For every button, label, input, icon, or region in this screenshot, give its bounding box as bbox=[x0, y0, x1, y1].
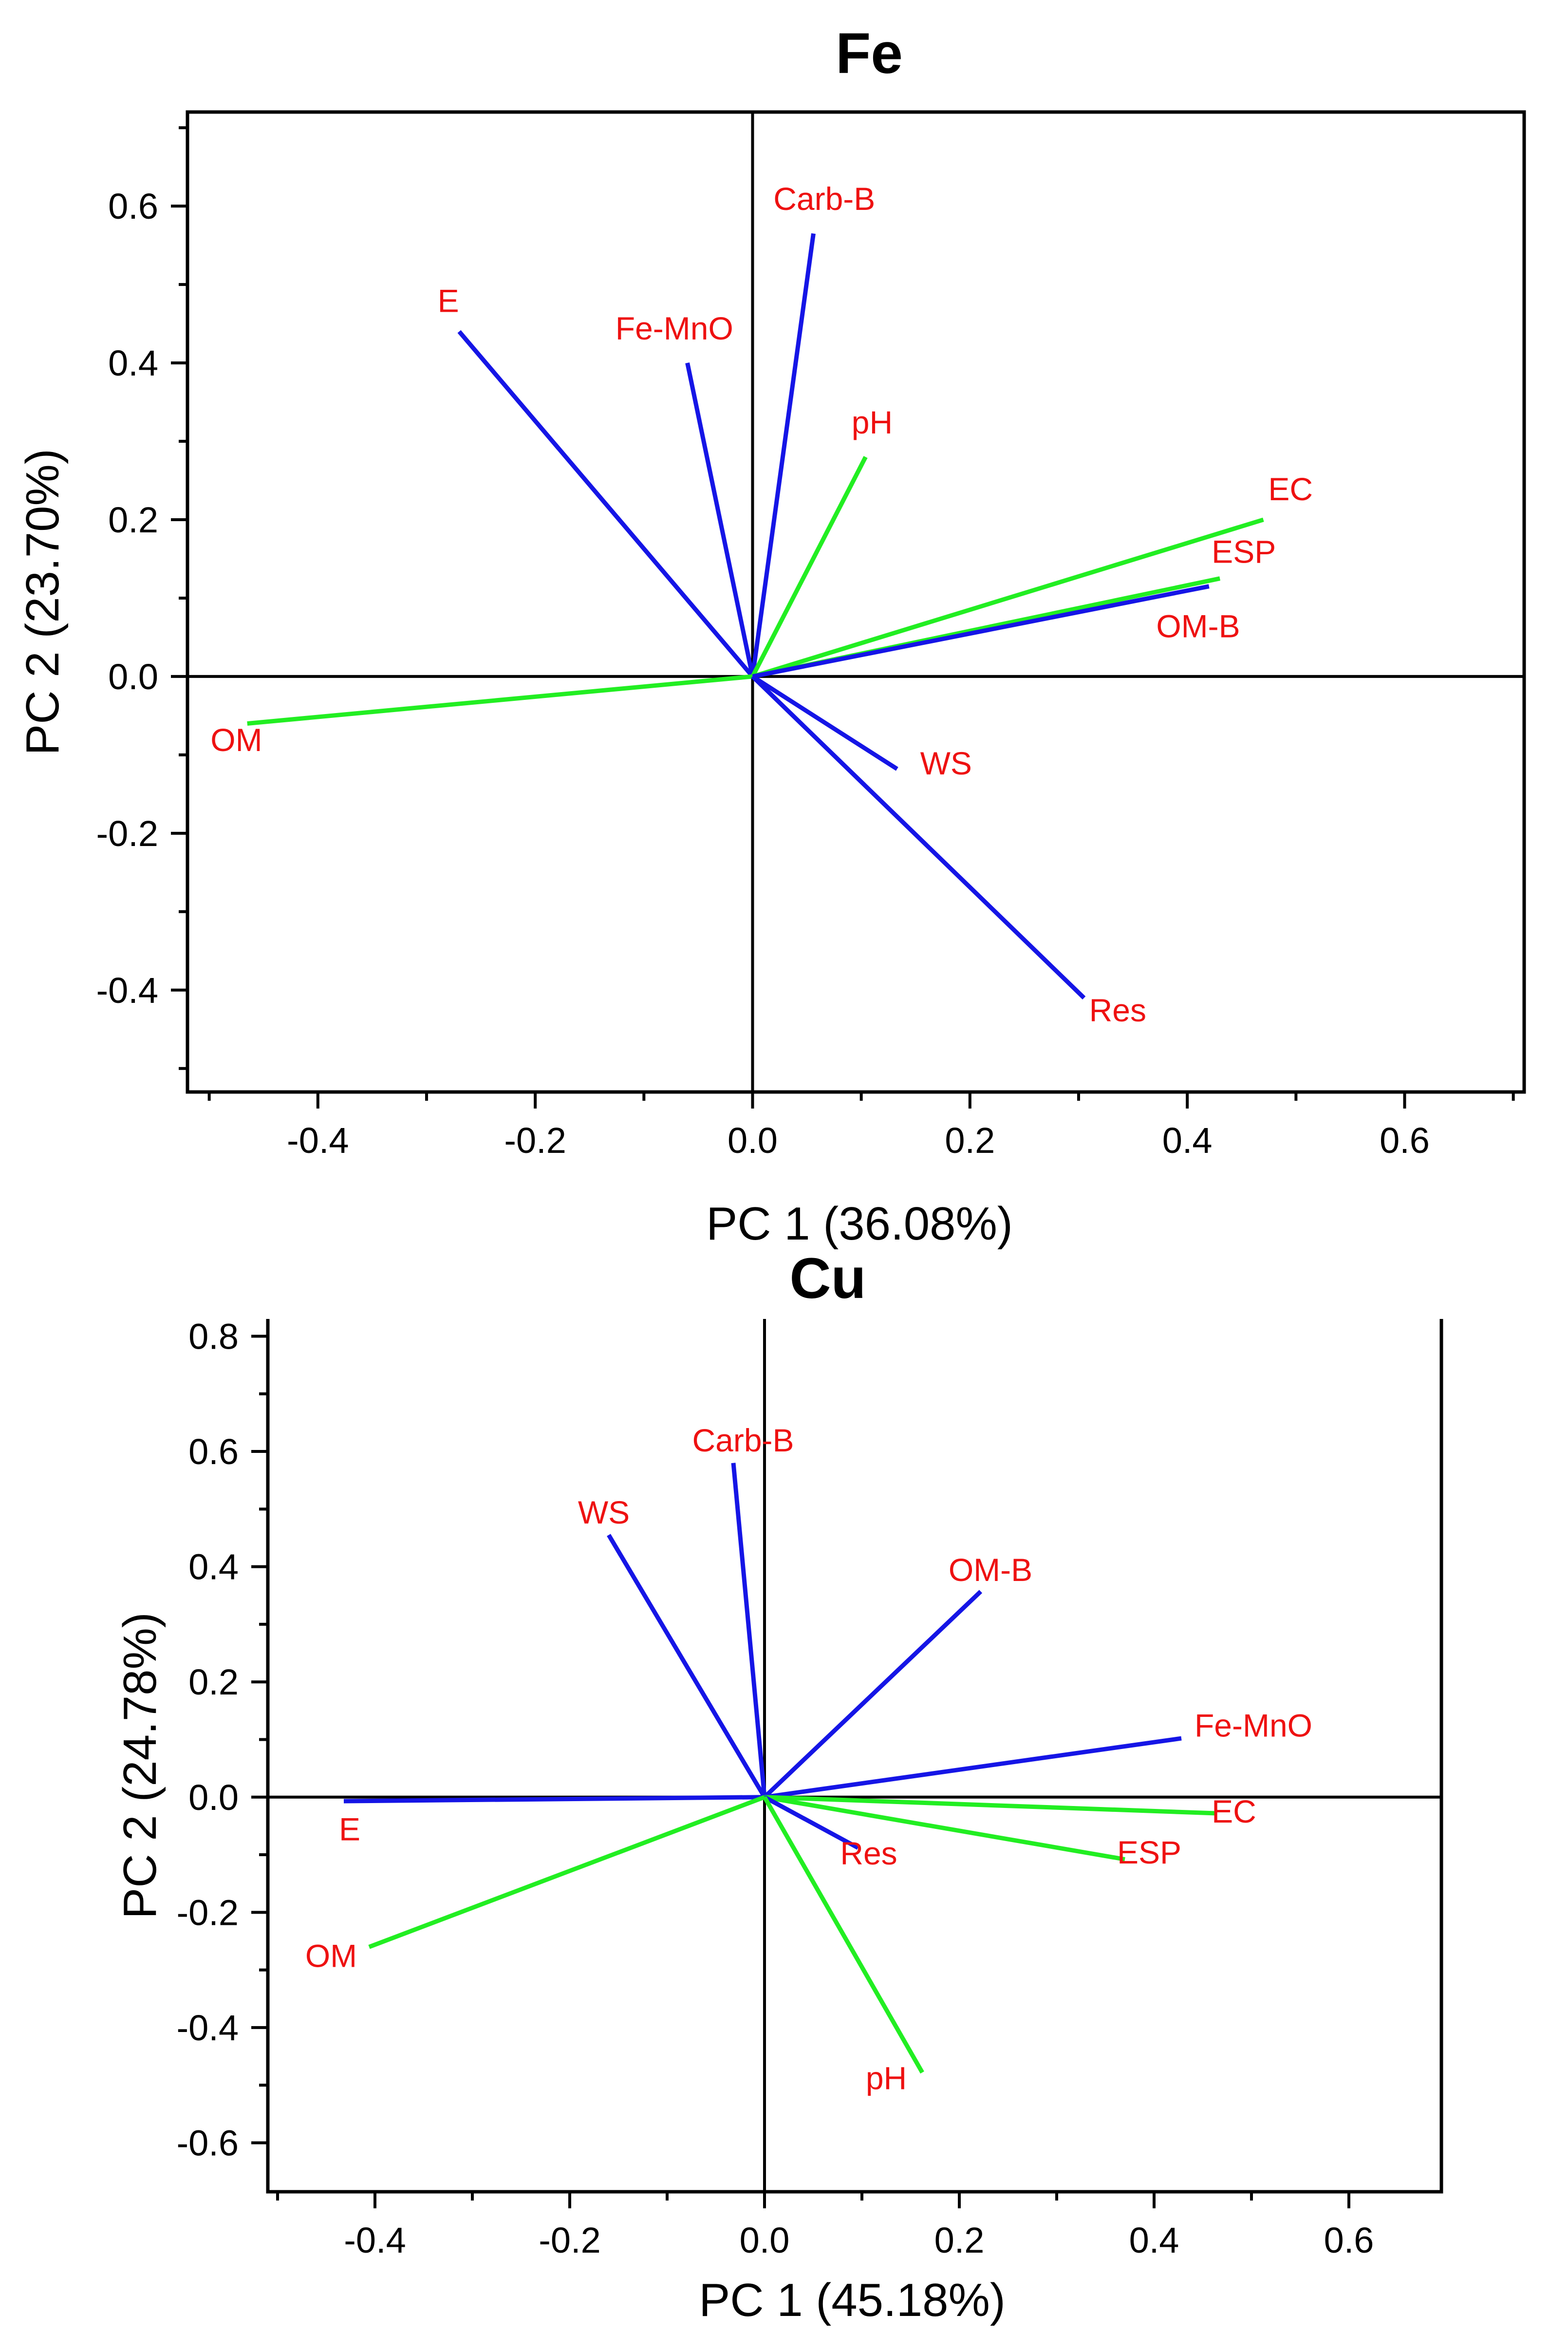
zero-axes bbox=[268, 1319, 1441, 2192]
vector-label-ws: WS bbox=[578, 1494, 630, 1530]
chart-title: Cu bbox=[789, 1246, 866, 1311]
vector-label-ec: EC bbox=[1212, 1793, 1256, 1829]
loading-labels: Carb-B WS OM-B Fe-MnO EC ESP Res pH E OM bbox=[305, 1422, 1312, 2096]
x-tick-label: 0.4 bbox=[1129, 2220, 1179, 2260]
vector-e bbox=[343, 1795, 765, 1804]
vector-carb-b bbox=[750, 233, 816, 677]
vector-label-ph: pH bbox=[866, 2060, 907, 2096]
y-tick-label: 0.0 bbox=[108, 657, 158, 697]
vector-om bbox=[368, 1795, 765, 1949]
vector-label-esp: ESP bbox=[1117, 1834, 1181, 1870]
vector-fe-mno bbox=[685, 362, 755, 677]
vector-e bbox=[457, 330, 754, 678]
plot-axes-frame bbox=[266, 1319, 1443, 2194]
vector-label-ec: EC bbox=[1268, 471, 1313, 507]
y-tick-label: 0.4 bbox=[188, 1547, 239, 1587]
plot-frame bbox=[186, 110, 1526, 1094]
x-tick-label: 0.0 bbox=[740, 2220, 790, 2260]
x-tick-label: 0.4 bbox=[1162, 1120, 1213, 1161]
x-tick-label: -0.4 bbox=[344, 2220, 406, 2260]
y-tick-label: -0.2 bbox=[96, 813, 158, 854]
vector-label-fe-mno: Fe-MnO bbox=[616, 310, 733, 346]
vector-ec bbox=[764, 1795, 1215, 1816]
vector-label-om-b: OM-B bbox=[949, 1552, 1032, 1588]
vector-om-b bbox=[763, 1590, 983, 1799]
vector-label-carb-b: Carb-B bbox=[773, 181, 875, 217]
y-tick-label: 0.6 bbox=[188, 1431, 239, 1472]
x-axis-label: PC 1 (36.08%) bbox=[706, 1198, 1013, 1250]
axis-ticks: -0.4 -0.2 0.0 0.2 0.4 0.6 -0.4 -0.2 0.0 0.2 0.4 0.6 bbox=[96, 126, 1515, 1161]
vector-label-e: E bbox=[339, 1811, 360, 1847]
loading-labels: E Fe-MnO Carb-B pH EC ESP OM-B OM WS Res bbox=[210, 181, 1313, 1028]
vector-label-e: E bbox=[438, 282, 459, 319]
vector-ec bbox=[752, 517, 1264, 679]
vector-ph bbox=[763, 1796, 924, 2074]
vector-label-om: OM bbox=[305, 1938, 357, 1974]
vector-label-res: Res bbox=[840, 1835, 897, 1871]
fe-biplot-panel: Fe -0.4 -0.2 0.0 0.2 0.4 0.6 -0.4 -0.2 0.0 0.2 0.4… bbox=[17, 21, 1526, 1250]
vector-res bbox=[763, 1795, 859, 1850]
vector-ws bbox=[607, 1534, 766, 1799]
y-tick-label: 0.8 bbox=[188, 1316, 239, 1356]
y-tick-label: 0.0 bbox=[188, 1777, 239, 1818]
x-tick-label: -0.2 bbox=[539, 2220, 601, 2260]
x-axis-label: PC 1 (45.18%) bbox=[699, 2274, 1006, 2326]
y-tick-label: 0.4 bbox=[108, 343, 158, 383]
y-tick-label: -0.4 bbox=[96, 970, 158, 1011]
vector-res bbox=[751, 675, 1086, 1000]
vector-esp bbox=[764, 1795, 1125, 1862]
vector-label-esp: ESP bbox=[1212, 534, 1276, 570]
vector-fe-mno bbox=[764, 1736, 1182, 1800]
y-axis-label: PC 2 (23.70%) bbox=[17, 449, 69, 755]
x-tick-label: 0.2 bbox=[934, 2220, 985, 2260]
x-tick-label: -0.2 bbox=[504, 1120, 566, 1161]
vector-ph bbox=[750, 456, 868, 677]
cu-biplot-panel: Cu -0.4 -0.2 0.0 0.2 0.4 0.6 -0.6 -0.4 -0.2 0.0 0.… bbox=[114, 1246, 1443, 2326]
y-tick-label: -0.4 bbox=[176, 2008, 239, 2048]
vector-label-carb-b: Carb-B bbox=[692, 1422, 794, 1458]
y-tick-label: -0.2 bbox=[176, 1892, 239, 1933]
axis-ticks: -0.4 -0.2 0.0 0.2 0.4 0.6 -0.6 -0.4 -0.2 0.0 0.2 0.… bbox=[176, 1316, 1374, 2260]
vector-carb-b bbox=[731, 1463, 767, 1798]
vector-label-res: Res bbox=[1089, 992, 1146, 1028]
x-tick-label: 0.0 bbox=[728, 1120, 778, 1161]
vector-om bbox=[247, 674, 753, 726]
vector-label-ws: WS bbox=[920, 745, 972, 781]
x-tick-label: 0.6 bbox=[1324, 2220, 1374, 2260]
loading-vectors bbox=[247, 233, 1264, 1000]
x-tick-label: 0.2 bbox=[945, 1120, 995, 1161]
chart-title: Fe bbox=[836, 21, 903, 86]
vector-ws bbox=[751, 675, 898, 771]
vector-label-fe-mno: Fe-MnO bbox=[1195, 1708, 1312, 1744]
vector-label-ph: pH bbox=[852, 404, 893, 440]
zero-axes bbox=[187, 112, 1524, 1092]
vector-label-om: OM bbox=[210, 722, 262, 758]
y-tick-label: 0.2 bbox=[188, 1662, 239, 1702]
y-axis-label: PC 2 (24.78%) bbox=[114, 1612, 166, 1919]
x-tick-label: 0.6 bbox=[1380, 1120, 1430, 1161]
y-tick-label: -0.6 bbox=[176, 2123, 239, 2163]
y-tick-label: 0.2 bbox=[108, 500, 158, 540]
vector-om-b bbox=[752, 584, 1210, 679]
x-tick-label: -0.4 bbox=[287, 1120, 349, 1161]
vector-label-om-b: OM-B bbox=[1156, 608, 1240, 644]
loading-vectors bbox=[343, 1463, 1215, 2074]
y-tick-label: 0.6 bbox=[108, 186, 158, 226]
